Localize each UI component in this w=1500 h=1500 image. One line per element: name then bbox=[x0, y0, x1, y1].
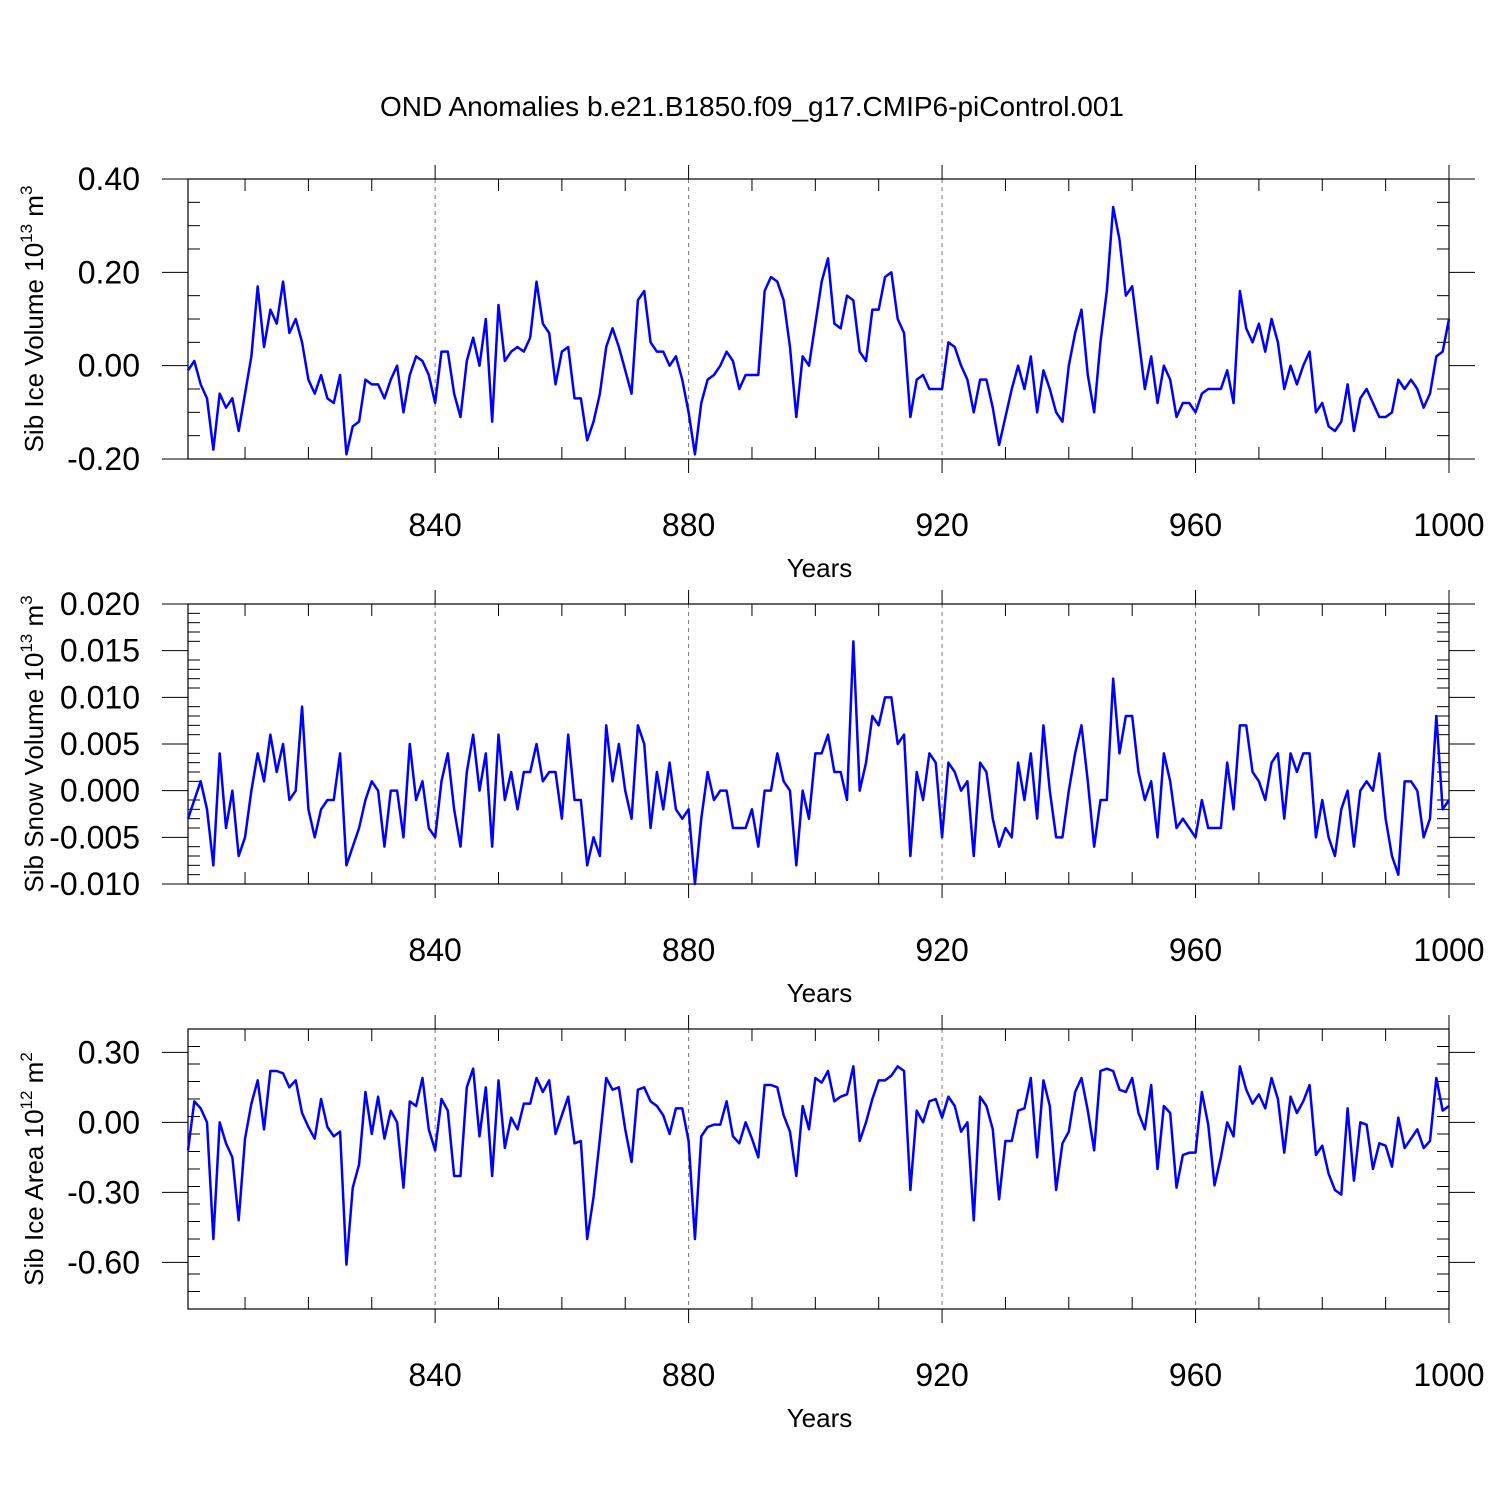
x-axis-label: Years bbox=[787, 553, 853, 583]
x-axis-label: Years bbox=[787, 978, 853, 1008]
x-tick-label: 880 bbox=[662, 1357, 715, 1393]
x-tick-label: 960 bbox=[1169, 507, 1222, 543]
y-tick-label: 0.005 bbox=[60, 726, 140, 762]
x-tick-label: 960 bbox=[1169, 932, 1222, 968]
x-tick-label: 1000 bbox=[1413, 932, 1484, 968]
chart-title: OND Anomalies b.e21.B1850.f09_g17.CMIP6-… bbox=[380, 91, 1124, 122]
y-axis-label: Sib Ice Area 1012 m2 bbox=[17, 1052, 49, 1286]
y-axis-label-unit-exponent: 2 bbox=[17, 1052, 36, 1061]
x-tick-label: 1000 bbox=[1413, 1357, 1484, 1393]
y-tick-label: 0.00 bbox=[78, 348, 140, 384]
y-axis-label-exponent: 13 bbox=[17, 634, 36, 653]
y-axis-label-text: Sib Snow Volume 10 bbox=[19, 653, 49, 893]
x-tick-label: 920 bbox=[915, 932, 968, 968]
y-tick-label: 0.00 bbox=[78, 1104, 140, 1140]
x-tick-label: 840 bbox=[408, 507, 461, 543]
x-tick-label: 960 bbox=[1169, 1357, 1222, 1393]
x-tick-label: 880 bbox=[662, 932, 715, 968]
y-tick-label: -0.005 bbox=[49, 819, 140, 855]
y-tick-label: 0.015 bbox=[60, 633, 140, 669]
plot-frame bbox=[187, 1028, 1450, 1310]
y-tick-label: 0.30 bbox=[78, 1034, 140, 1070]
panels: 840 880 920 960 1000 -0.20 0.00 0.20 0.40 Years Si… bbox=[17, 161, 1485, 1433]
panel-3: 840 880 920 960 1000 -0.60 -0.30 0.00 0.30 Years S… bbox=[17, 1015, 1485, 1433]
y-tick-label: -0.60 bbox=[67, 1244, 140, 1280]
y-tick-label: 0.20 bbox=[78, 254, 140, 290]
x-tick-label: 840 bbox=[408, 1357, 461, 1393]
y-tick-label: 0.000 bbox=[60, 773, 140, 809]
y-axis-label-unit-exponent: 3 bbox=[17, 595, 36, 604]
panel-1: 840 880 920 960 1000 -0.20 0.00 0.20 0.40 Years Si… bbox=[17, 161, 1485, 583]
y-axis-label-text: Sib Ice Area 10 bbox=[19, 1109, 49, 1285]
y-tick-label: 0.010 bbox=[60, 679, 140, 715]
panel-2: 840 880 920 960 1000 -0.010 -0.005 0.000 0.005 0.… bbox=[17, 586, 1485, 1008]
x-tick-label: 1000 bbox=[1413, 507, 1484, 543]
y-axis-label-unit: m bbox=[19, 1062, 49, 1091]
y-axis-label-exponent: 13 bbox=[17, 224, 36, 243]
y-tick-label: -0.20 bbox=[67, 441, 140, 477]
plot-frame bbox=[187, 178, 1450, 460]
y-axis-label: Sib Snow Volume 1013 m3 bbox=[17, 595, 49, 892]
y-tick-label: 0.020 bbox=[60, 586, 140, 622]
series-line bbox=[186, 640, 1451, 886]
y-tick-label: -0.010 bbox=[49, 866, 140, 902]
y-axis-label-unit: m bbox=[19, 195, 49, 224]
y-axis-label-unit: m bbox=[19, 605, 49, 634]
y-axis-label-exponent: 12 bbox=[17, 1091, 36, 1110]
y-axis-label: Sib Ice Volume 1013 m3 bbox=[17, 186, 49, 453]
y-axis-label-unit-exponent: 3 bbox=[17, 186, 36, 195]
x-tick-label: 920 bbox=[915, 507, 968, 543]
series-line bbox=[186, 1065, 1450, 1266]
x-tick-label: 880 bbox=[662, 507, 715, 543]
y-axis-label-text: Sib Ice Volume 10 bbox=[19, 243, 49, 453]
x-axis-label: Years bbox=[787, 1403, 853, 1433]
x-tick-label: 840 bbox=[408, 932, 461, 968]
y-tick-label: -0.30 bbox=[67, 1174, 140, 1210]
y-tick-label: 0.40 bbox=[78, 161, 140, 197]
series-line bbox=[186, 205, 1451, 456]
x-tick-label: 920 bbox=[915, 1357, 968, 1393]
plot-frame bbox=[187, 603, 1450, 885]
